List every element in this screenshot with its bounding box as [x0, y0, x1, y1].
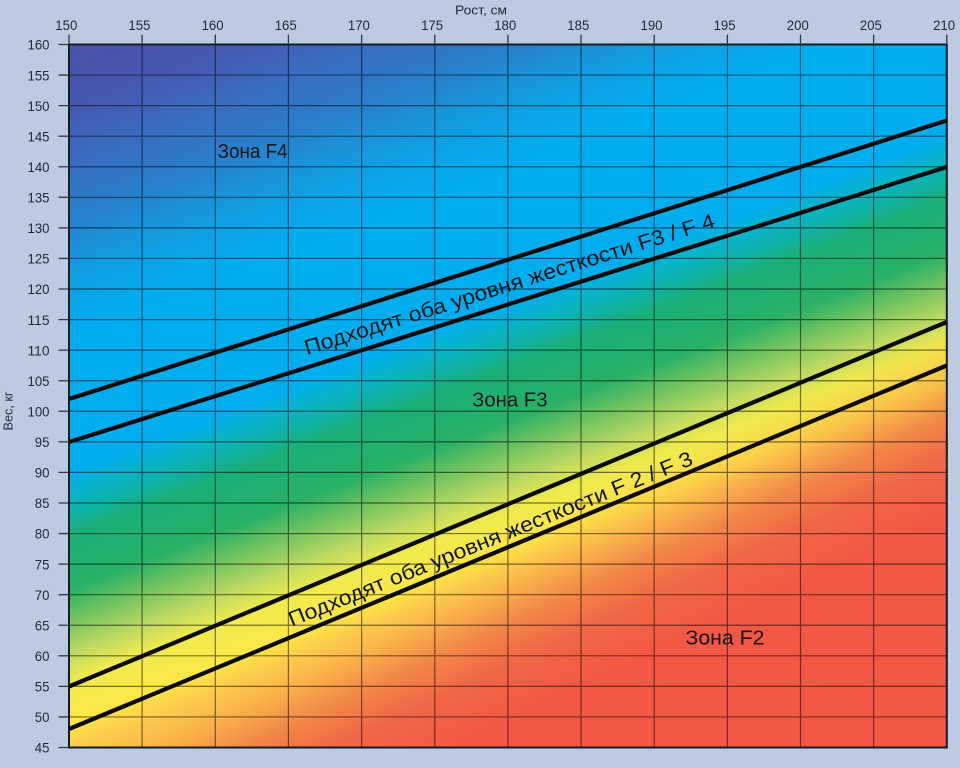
svg-text:195: 195: [714, 17, 736, 33]
svg-text:190: 190: [641, 17, 663, 33]
svg-text:Рост, см: Рост, см: [455, 3, 507, 18]
svg-text:145: 145: [28, 128, 50, 144]
svg-text:205: 205: [860, 17, 882, 33]
svg-text:90: 90: [35, 465, 50, 481]
svg-text:105: 105: [28, 373, 50, 389]
svg-text:Зона F2: Зона F2: [686, 627, 765, 649]
svg-text:115: 115: [28, 312, 50, 328]
svg-text:55: 55: [35, 679, 50, 695]
svg-text:125: 125: [28, 251, 50, 267]
svg-text:175: 175: [421, 17, 443, 33]
svg-text:100: 100: [28, 404, 50, 420]
svg-text:165: 165: [275, 17, 297, 33]
svg-text:200: 200: [787, 17, 809, 33]
svg-text:Зона F4: Зона F4: [218, 141, 288, 163]
svg-text:45: 45: [35, 740, 50, 756]
svg-text:75: 75: [35, 556, 50, 572]
svg-text:210: 210: [933, 17, 955, 33]
svg-text:150: 150: [28, 98, 50, 114]
svg-text:170: 170: [348, 17, 370, 33]
svg-text:160: 160: [202, 17, 224, 33]
svg-text:Вес, кг: Вес, кг: [1, 391, 16, 430]
svg-text:80: 80: [35, 526, 50, 542]
svg-text:135: 135: [28, 190, 50, 206]
svg-text:85: 85: [35, 495, 50, 511]
svg-text:110: 110: [28, 342, 50, 358]
svg-text:130: 130: [28, 220, 50, 236]
svg-text:140: 140: [28, 159, 50, 175]
svg-text:185: 185: [567, 17, 589, 33]
svg-text:95: 95: [35, 434, 50, 450]
svg-text:155: 155: [28, 67, 50, 83]
svg-text:60: 60: [35, 648, 50, 664]
svg-text:155: 155: [128, 17, 150, 33]
svg-text:65: 65: [35, 617, 50, 633]
svg-text:160: 160: [28, 37, 50, 53]
svg-text:120: 120: [28, 281, 50, 297]
svg-text:50: 50: [35, 709, 50, 725]
svg-text:70: 70: [35, 587, 50, 603]
svg-text:180: 180: [494, 17, 516, 33]
svg-text:Зона F3: Зона F3: [472, 390, 548, 412]
svg-text:150: 150: [55, 17, 77, 33]
